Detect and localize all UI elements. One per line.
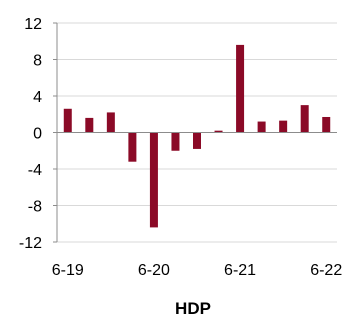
y-tick-labels: 12 8 4 0 -4 -8 -12 (19, 16, 42, 252)
y-tick-label: 0 (33, 126, 42, 143)
bar (171, 132, 180, 151)
gridlines (57, 22, 337, 243)
bar (300, 105, 309, 133)
y-tick-label: -8 (28, 199, 42, 216)
x-tick-label: 6-20 (138, 262, 170, 279)
bar (214, 130, 223, 133)
y-tick-label: -4 (28, 162, 42, 179)
bar (279, 120, 288, 133)
bar (236, 44, 245, 133)
bar (85, 117, 94, 133)
y-tick-label: 8 (33, 53, 42, 70)
x-tick-label: 6-19 (52, 262, 84, 279)
chart-title: HDP (175, 299, 211, 318)
bar (149, 132, 158, 228)
y-tick-label: 4 (33, 89, 42, 106)
bar (193, 132, 201, 149)
x-tick-labels: 6-19 6-20 6-21 6-22 (52, 262, 343, 279)
x-tick-label: 6-21 (224, 262, 256, 279)
y-tick-label: 12 (24, 16, 42, 33)
bars (63, 44, 331, 228)
bar (106, 112, 115, 133)
bar (128, 132, 137, 162)
y-tick-label: -12 (19, 235, 42, 252)
bar (257, 121, 266, 133)
bar (63, 108, 72, 133)
bar (322, 116, 331, 133)
x-tick-label: 6-22 (310, 262, 342, 279)
axes (53, 22, 337, 243)
